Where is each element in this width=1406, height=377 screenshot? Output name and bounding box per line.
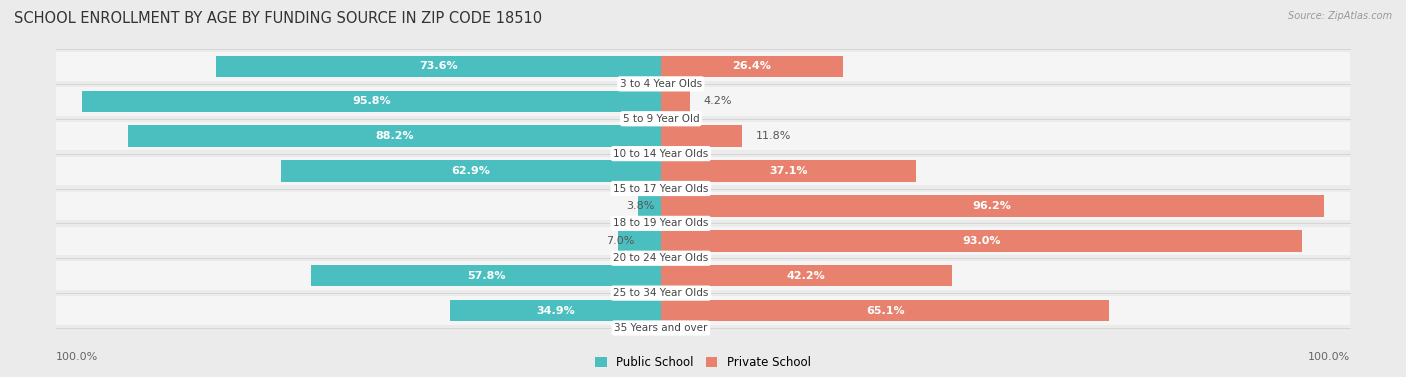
Text: 3.8%: 3.8% [626, 201, 654, 211]
FancyBboxPatch shape [661, 296, 1350, 325]
FancyBboxPatch shape [56, 157, 661, 185]
Bar [217, 56, 661, 77]
Text: 95.8%: 95.8% [352, 96, 391, 106]
Text: 62.9%: 62.9% [451, 166, 491, 176]
Text: 25 to 34 Year Olds: 25 to 34 Year Olds [613, 288, 709, 298]
Bar [661, 160, 917, 182]
Text: 42.2%: 42.2% [787, 271, 825, 281]
Text: 93.0%: 93.0% [962, 236, 1001, 246]
FancyBboxPatch shape [56, 227, 661, 255]
FancyBboxPatch shape [56, 296, 661, 325]
Bar [661, 90, 690, 112]
Bar [661, 56, 842, 77]
Text: 96.2%: 96.2% [973, 201, 1012, 211]
Bar [638, 195, 661, 217]
Text: 5 to 9 Year Old: 5 to 9 Year Old [623, 114, 699, 124]
Text: 57.8%: 57.8% [467, 271, 505, 281]
Text: 15 to 17 Year Olds: 15 to 17 Year Olds [613, 184, 709, 193]
FancyBboxPatch shape [661, 192, 1350, 220]
Text: 100.0%: 100.0% [1308, 352, 1350, 362]
Text: 20 to 24 Year Olds: 20 to 24 Year Olds [613, 253, 709, 263]
Text: 18 to 19 Year Olds: 18 to 19 Year Olds [613, 218, 709, 228]
Text: 73.6%: 73.6% [419, 61, 457, 72]
Text: 100.0%: 100.0% [56, 352, 98, 362]
FancyBboxPatch shape [661, 261, 1350, 290]
FancyBboxPatch shape [661, 52, 1350, 81]
Bar [661, 126, 742, 147]
Text: SCHOOL ENROLLMENT BY AGE BY FUNDING SOURCE IN ZIP CODE 18510: SCHOOL ENROLLMENT BY AGE BY FUNDING SOUR… [14, 11, 543, 26]
Text: 37.1%: 37.1% [769, 166, 808, 176]
Bar [128, 126, 661, 147]
Text: 4.2%: 4.2% [703, 96, 733, 106]
Bar [311, 265, 661, 287]
Bar [450, 300, 661, 321]
Bar [281, 160, 661, 182]
Bar [661, 300, 1109, 321]
FancyBboxPatch shape [661, 157, 1350, 185]
Text: 10 to 14 Year Olds: 10 to 14 Year Olds [613, 149, 709, 159]
Bar [619, 230, 661, 251]
FancyBboxPatch shape [56, 52, 661, 81]
Text: 3 to 4 Year Olds: 3 to 4 Year Olds [620, 79, 702, 89]
Bar [661, 195, 1323, 217]
Text: Source: ZipAtlas.com: Source: ZipAtlas.com [1288, 11, 1392, 21]
Text: 35 Years and over: 35 Years and over [614, 323, 707, 333]
FancyBboxPatch shape [661, 87, 1350, 116]
Text: 65.1%: 65.1% [866, 305, 904, 316]
Legend: Public School, Private School: Public School, Private School [593, 353, 813, 371]
Text: 26.4%: 26.4% [733, 61, 772, 72]
FancyBboxPatch shape [661, 122, 1350, 150]
FancyBboxPatch shape [56, 87, 661, 116]
FancyBboxPatch shape [56, 122, 661, 150]
Text: 7.0%: 7.0% [606, 236, 634, 246]
Bar [661, 230, 1302, 251]
Bar [661, 265, 952, 287]
Text: 88.2%: 88.2% [375, 131, 413, 141]
FancyBboxPatch shape [661, 227, 1350, 255]
FancyBboxPatch shape [56, 261, 661, 290]
Bar [82, 90, 661, 112]
Text: 11.8%: 11.8% [756, 131, 792, 141]
Text: 34.9%: 34.9% [536, 305, 575, 316]
FancyBboxPatch shape [56, 192, 661, 220]
